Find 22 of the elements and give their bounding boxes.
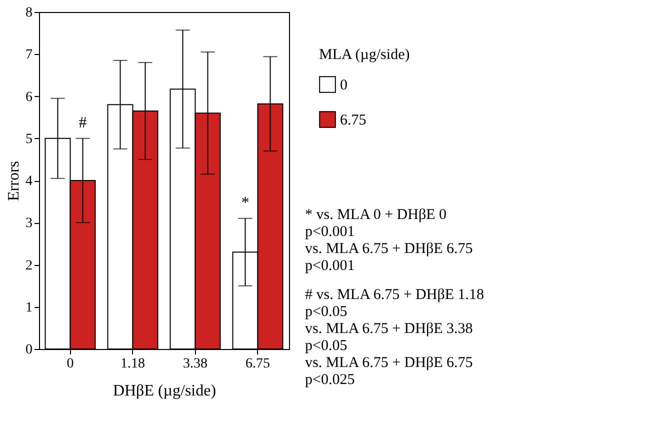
x-tick-label: 3.38 [183, 356, 208, 372]
y-tick-label: 7 [26, 48, 32, 63]
x-tick-label: 0 [66, 356, 74, 372]
y-tick-label: 1 [26, 300, 32, 316]
legend-label: 6.75 [340, 112, 366, 128]
x-axis-title: DHβE (µg/side) [112, 382, 216, 400]
y-tick-label: 4 [26, 174, 32, 189]
text: * vs. MLA 0 + DHβE 0 p<0.001 vs. MLA 6.75 + DHβE 6.75 p<0.001 [305, 207, 473, 274]
legend-title: MLA (µg/side) [319, 47, 410, 63]
x-tick-label: 6.75 [246, 356, 270, 372]
x-tick-label: 1.18 [120, 356, 145, 372]
text: # vs. MLA 6.75 + DHβE 1.18 p<0.05 vs. MLA 6.75 + DHβE 3.38 p<0.05 vs. MLA 6.75 + DHβE 6.75 p<0.025 [305, 287, 484, 388]
y-tick-label: 8 [26, 6, 32, 20]
y-axis-title: Errors [6, 161, 22, 201]
y-tick-label: 3 [26, 216, 32, 232]
annotation: # [78, 114, 87, 132]
y-tick-label: 5 [26, 132, 32, 147]
y-tick-label: 0 [26, 342, 32, 358]
y-tick-label: 6 [26, 90, 32, 105]
y-tick-label: 2 [26, 258, 32, 274]
legend-label: 0 [340, 78, 348, 94]
annotation: * [241, 194, 250, 212]
